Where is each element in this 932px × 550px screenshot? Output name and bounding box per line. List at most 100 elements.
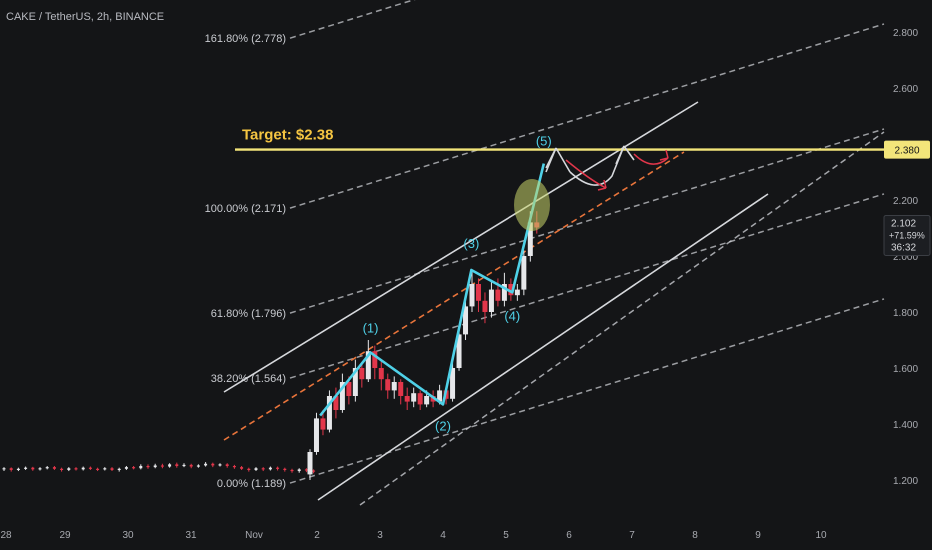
candle-body [411,393,417,402]
candle-body [404,396,410,402]
candle-body [333,396,339,410]
candle-body [240,467,244,469]
candle-body [268,467,272,470]
candle-body [456,334,462,368]
target-price-badge [884,140,930,159]
channel-dashed-line [359,131,885,506]
fib-level-label: 0.00% (1.189) [217,478,286,490]
projection-path [569,145,625,186]
candle-body [168,464,172,467]
candle-body [385,379,391,391]
candle-body [514,289,520,296]
current-price-badge [883,214,931,256]
breakout-highlight [514,179,550,231]
projection-arrowhead-2 [615,145,635,165]
pullback-arrow [565,159,607,189]
x-tick-label: 7 [629,530,635,541]
fib-level-label: 161.80% (2.778) [205,33,286,45]
wave-label: (3) [463,236,479,251]
y-tick-label: 2.000 [893,252,918,263]
candle-body [352,368,358,396]
candle-body [160,465,164,467]
candle-body [204,463,208,466]
candle-body [110,468,114,470]
y-tick-label: 1.400 [893,420,918,431]
candle-body [450,368,456,399]
wave-label: (1) [363,321,379,336]
candle-body [261,468,265,470]
pullback-arrowhead [597,179,607,191]
channel-lower-line [317,193,769,501]
elliott-wave-path [319,163,546,417]
x-tick-label: 6 [566,530,572,541]
fib-level-label: 100.00% (2.171) [205,203,286,215]
candle-body [463,306,469,335]
candle-body [346,382,352,396]
candle-body [24,467,28,469]
candle-body [372,351,378,368]
pullback-arrowhead-2 [659,149,669,161]
candle-body [398,382,404,396]
y-tick-label: 2.200 [893,196,918,207]
candle-body [365,351,371,380]
candle-body [326,396,332,430]
y-tick-label: 1.200 [893,476,918,487]
candle-body [391,382,397,391]
candle-body [9,468,13,470]
target-label: Target: $2.38 [242,127,333,144]
candle-body [297,469,301,472]
candle-body [469,284,475,307]
candle-body [182,464,186,467]
candle-body [31,467,35,470]
x-tick-label: 31 [185,530,197,541]
x-tick-label: Nov [245,530,263,541]
candle-body [307,452,313,475]
candle-body [290,469,294,472]
candle-body [437,390,443,402]
price-countdown: 36:32 [891,242,916,253]
candle-body [211,463,215,466]
candle-body [482,300,488,312]
candle-body [196,465,200,467]
target-price-label: 2.380 [894,146,919,157]
candle-body [527,222,533,256]
candle-body [424,396,430,405]
candle-body [153,465,157,468]
candle-body [175,464,179,466]
x-tick-label: 2 [314,530,320,541]
candle-body [67,468,71,470]
candle-body [146,466,150,468]
projection-arrowhead [545,147,571,173]
wave-label: (5) [536,134,552,149]
x-tick-label: 10 [815,530,827,541]
candle-body [417,393,423,405]
x-tick-label: 8 [692,530,698,541]
candle-body [132,467,136,469]
candle-body [225,464,229,466]
wave-label: (4) [504,308,520,323]
candle-body [81,467,85,470]
pullback-arrow-2 [633,153,669,165]
candle-body [254,468,258,470]
candle-body [313,418,319,452]
candle-body [359,368,365,380]
candle-body [488,289,494,312]
candle-body [117,468,121,470]
channel-midline [223,151,685,441]
candle-body [74,468,78,470]
fib-level-line [289,0,416,39]
x-tick-label: 4 [440,530,446,541]
y-tick-label: 2.800 [893,28,918,39]
x-tick-label: 30 [122,530,134,541]
y-tick-label: 2.600 [893,84,918,95]
fib-level-label: 38.20% (1.564) [211,373,286,385]
candle-body [96,468,100,470]
current-price-change: +71.59% [889,230,925,240]
candle-body [247,468,251,470]
x-tick-label: 3 [377,530,383,541]
candle-body [124,467,128,469]
y-tick-label: 1.600 [893,364,918,375]
